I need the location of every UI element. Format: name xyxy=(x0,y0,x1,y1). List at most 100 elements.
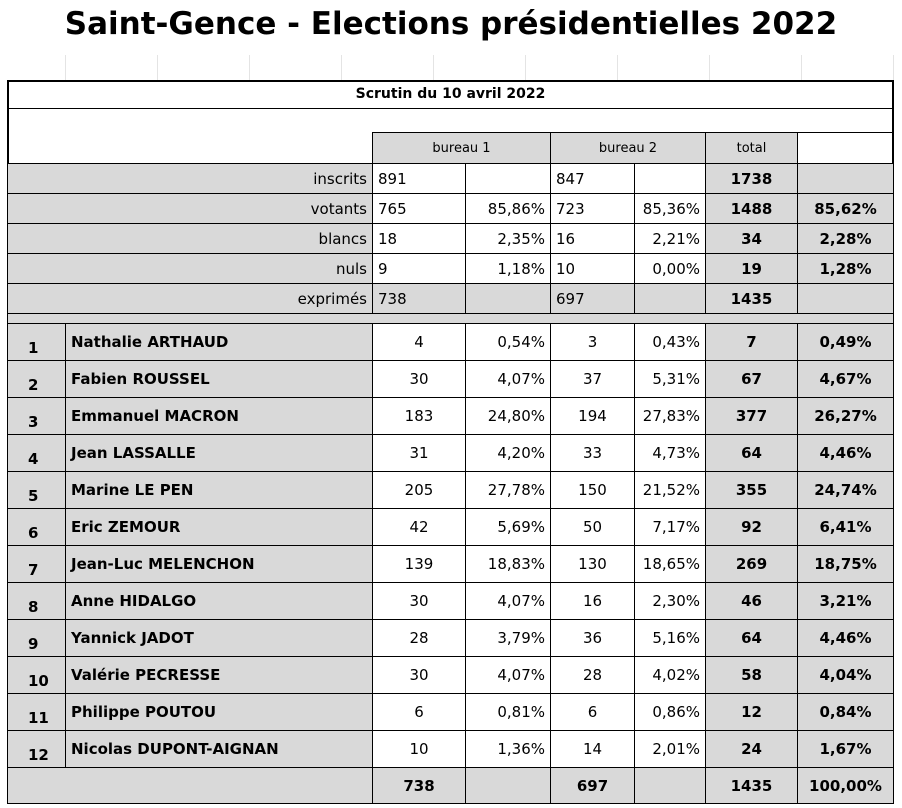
value: 765 xyxy=(372,193,466,224)
percent: 27,78% xyxy=(465,471,551,509)
percent: 2,21% xyxy=(634,223,706,254)
percent: 4,20% xyxy=(465,434,551,472)
total: 1435 xyxy=(705,283,798,314)
candidate-name: Valérie PECRESSE xyxy=(65,656,373,694)
column-header: total xyxy=(705,132,798,164)
value: 738 xyxy=(372,283,466,314)
row-label: votants xyxy=(7,193,373,224)
total-percent: 4,67% xyxy=(797,360,894,398)
percent: 4,07% xyxy=(465,582,551,620)
value: 37 xyxy=(550,360,635,398)
total-percent: 26,27% xyxy=(797,397,894,435)
value: 3 xyxy=(550,323,635,361)
value: 30 xyxy=(372,360,466,398)
percent: 4,02% xyxy=(634,656,706,694)
total: 24 xyxy=(705,730,798,768)
value: 183 xyxy=(372,397,466,435)
percent xyxy=(465,163,551,194)
total-percent: 85,62% xyxy=(797,193,894,224)
value: 6 xyxy=(372,693,466,731)
candidate-name: Anne HIDALGO xyxy=(65,582,373,620)
title: Saint-Gence - Elections présidentielles … xyxy=(64,6,838,42)
footer-total: 1435 xyxy=(705,767,798,804)
percent: 0,00% xyxy=(634,253,706,284)
total: 269 xyxy=(705,545,798,583)
total-percent: 1,28% xyxy=(797,253,894,284)
percent: 2,01% xyxy=(634,730,706,768)
percent: 1,36% xyxy=(465,730,551,768)
gridline xyxy=(893,55,894,80)
total-percent: 2,28% xyxy=(797,223,894,254)
total-percent: 0,84% xyxy=(797,693,894,731)
row-label: exprimés xyxy=(7,283,373,314)
percent xyxy=(465,283,551,314)
percent xyxy=(634,283,706,314)
value: 33 xyxy=(550,434,635,472)
value: 36 xyxy=(550,619,635,657)
total: 1488 xyxy=(705,193,798,224)
percent: 1,18% xyxy=(465,253,551,284)
percent: 21,52% xyxy=(634,471,706,509)
value: 30 xyxy=(372,582,466,620)
total-percent: 3,21% xyxy=(797,582,894,620)
row-label: inscrits xyxy=(7,163,373,194)
value: 30 xyxy=(372,656,466,694)
percent: 5,69% xyxy=(465,508,551,546)
value: 194 xyxy=(550,397,635,435)
candidate-name: Fabien ROUSSEL xyxy=(65,360,373,398)
percent: 85,36% xyxy=(634,193,706,224)
total: 67 xyxy=(705,360,798,398)
total: 64 xyxy=(705,434,798,472)
total: 355 xyxy=(705,471,798,509)
footer-total: 697 xyxy=(550,767,635,804)
total-percent: 24,74% xyxy=(797,471,894,509)
candidate-number: 9 xyxy=(7,619,66,657)
value: 723 xyxy=(550,193,635,224)
total: 58 xyxy=(705,656,798,694)
cell xyxy=(7,767,373,804)
cell xyxy=(465,767,551,804)
candidate-name: Philippe POUTOU xyxy=(65,693,373,731)
percent: 5,16% xyxy=(634,619,706,657)
total: 7 xyxy=(705,323,798,361)
value: 9 xyxy=(372,253,466,284)
candidate-name: Jean LASSALLE xyxy=(65,434,373,472)
value: 139 xyxy=(372,545,466,583)
value: 10 xyxy=(550,253,635,284)
candidate-name: Jean-Luc MELENCHON xyxy=(65,545,373,583)
value: 14 xyxy=(550,730,635,768)
value: 16 xyxy=(550,582,635,620)
total-percent: 1,67% xyxy=(797,730,894,768)
percent: 4,73% xyxy=(634,434,706,472)
value: 31 xyxy=(372,434,466,472)
candidate-name: Yannick JADOT xyxy=(65,619,373,657)
candidate-name: Nathalie ARTHAUD xyxy=(65,323,373,361)
candidate-number: 6 xyxy=(7,508,66,546)
value: 205 xyxy=(372,471,466,509)
value: 18 xyxy=(372,223,466,254)
value: 150 xyxy=(550,471,635,509)
percent: 2,30% xyxy=(634,582,706,620)
gridline xyxy=(249,55,250,80)
row-label: nuls xyxy=(7,253,373,284)
candidate-number: 12 xyxy=(7,730,66,768)
candidate-number: 10 xyxy=(7,656,66,694)
total: 34 xyxy=(705,223,798,254)
cell xyxy=(797,132,894,164)
gridline xyxy=(157,55,158,80)
percent xyxy=(634,163,706,194)
total: 64 xyxy=(705,619,798,657)
candidate-number: 11 xyxy=(7,693,66,731)
total: 1738 xyxy=(705,163,798,194)
subtitle: Scrutin du 10 avril 2022 xyxy=(7,80,894,109)
value: 28 xyxy=(550,656,635,694)
column-header: bureau 1 xyxy=(372,132,551,164)
percent: 5,31% xyxy=(634,360,706,398)
row-label: blancs xyxy=(7,223,373,254)
candidate-name: Marine LE PEN xyxy=(65,471,373,509)
gridline xyxy=(801,55,802,80)
candidate-number: 7 xyxy=(7,545,66,583)
total-percent: 4,46% xyxy=(797,434,894,472)
percent: 18,65% xyxy=(634,545,706,583)
